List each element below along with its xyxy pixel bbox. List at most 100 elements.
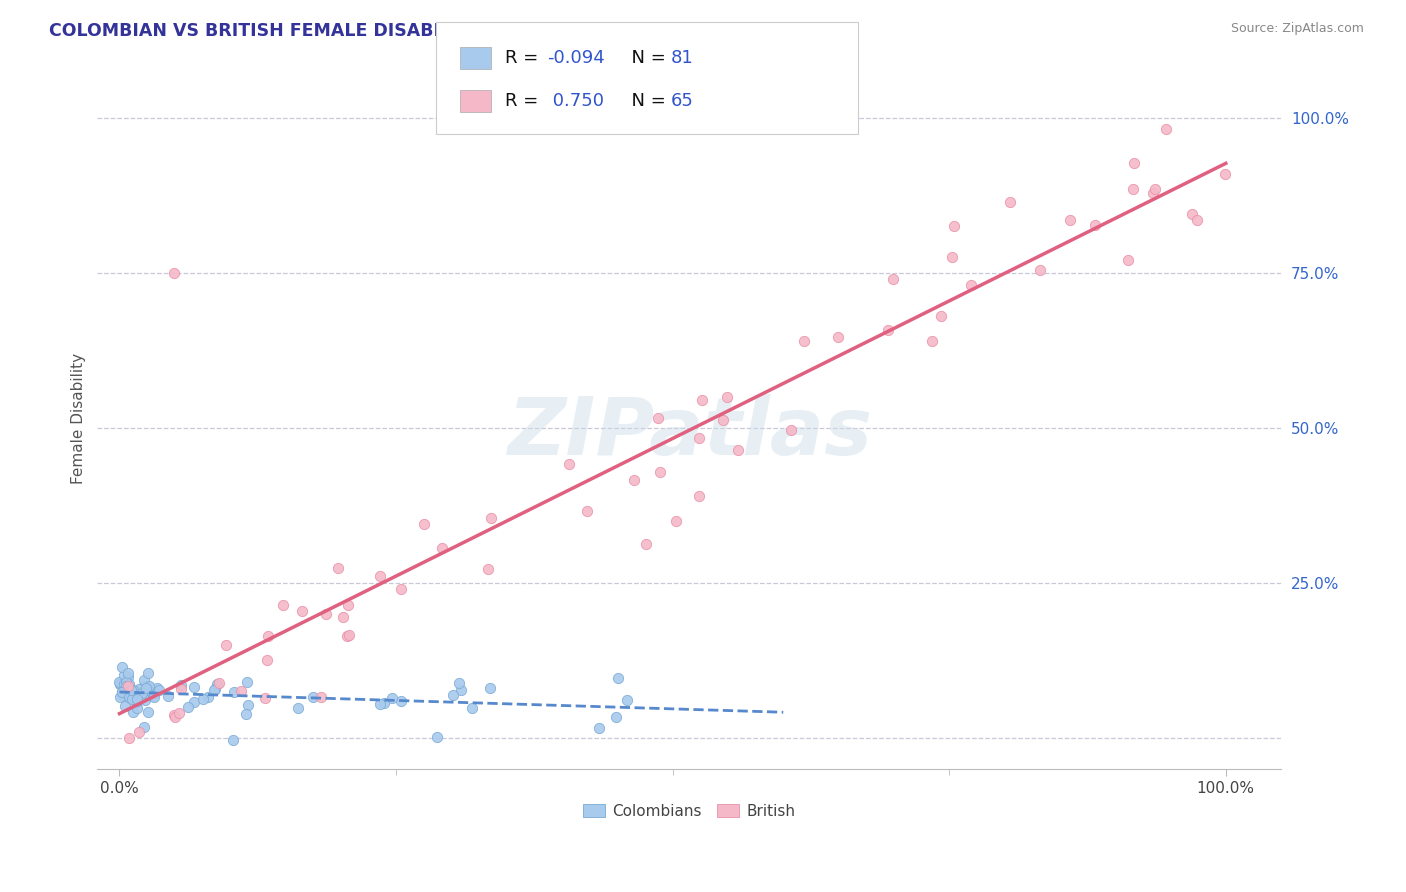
Point <box>301 690 323 704</box>
Point <box>634 537 657 551</box>
Legend: Colombians, British: Colombians, British <box>578 797 801 825</box>
Point <box>128 725 150 739</box>
Point <box>690 392 713 407</box>
Point <box>146 681 169 695</box>
Point <box>877 323 900 337</box>
Point <box>780 423 803 437</box>
Text: N =: N = <box>620 92 672 110</box>
Point <box>142 690 165 705</box>
Point <box>165 710 187 724</box>
Point <box>389 582 412 596</box>
Point <box>118 677 141 691</box>
Point <box>112 667 135 681</box>
Point <box>183 695 205 709</box>
Point <box>381 690 404 705</box>
Point <box>1123 156 1146 170</box>
Point <box>1122 182 1144 196</box>
Point <box>389 694 412 708</box>
Point <box>941 250 963 264</box>
Point <box>688 489 710 503</box>
Point <box>177 700 200 714</box>
Point <box>208 676 231 690</box>
Y-axis label: Female Disability: Female Disability <box>72 353 86 484</box>
Point <box>117 670 139 684</box>
Text: R =: R = <box>505 92 544 110</box>
Point <box>112 677 135 691</box>
Point <box>882 271 904 285</box>
Point <box>111 659 134 673</box>
Point <box>1154 122 1177 136</box>
Point <box>117 665 139 680</box>
Point <box>1215 167 1237 181</box>
Point <box>205 677 228 691</box>
Point <box>711 413 734 427</box>
Point <box>138 681 160 695</box>
Point <box>336 629 359 643</box>
Point <box>120 688 142 702</box>
Point <box>1116 253 1139 268</box>
Point <box>315 607 337 621</box>
Point <box>111 684 134 698</box>
Point <box>202 682 225 697</box>
Point <box>605 710 627 724</box>
Point <box>931 310 953 324</box>
Point <box>461 701 484 715</box>
Point <box>998 194 1021 209</box>
Point <box>122 682 145 697</box>
Point <box>616 692 638 706</box>
Point <box>118 691 141 706</box>
Point <box>157 690 180 704</box>
Point <box>191 691 214 706</box>
Point <box>135 681 157 695</box>
Point <box>115 681 138 695</box>
Text: -0.094: -0.094 <box>547 49 605 67</box>
Point <box>163 708 186 723</box>
Point <box>450 683 472 698</box>
Point <box>373 696 395 710</box>
Point <box>370 568 392 582</box>
Point <box>170 682 193 697</box>
Point <box>588 721 610 735</box>
Point <box>575 504 598 518</box>
Point <box>332 610 354 624</box>
Point <box>121 705 143 719</box>
Point <box>115 680 138 694</box>
Point <box>326 561 349 575</box>
Point <box>1084 219 1107 233</box>
Point <box>479 681 502 695</box>
Point <box>118 687 141 701</box>
Point <box>135 686 157 700</box>
Point <box>477 562 499 576</box>
Point <box>716 390 738 404</box>
Point <box>1187 213 1209 227</box>
Text: ZIPatlas: ZIPatlas <box>506 394 872 472</box>
Point <box>337 627 360 641</box>
Point <box>121 691 143 706</box>
Point <box>727 442 749 457</box>
Point <box>115 687 138 701</box>
Text: 81: 81 <box>671 49 693 67</box>
Point <box>204 681 226 696</box>
Point <box>108 674 131 689</box>
Point <box>128 681 150 696</box>
Point <box>163 266 186 280</box>
Point <box>287 700 309 714</box>
Text: Source: ZipAtlas.com: Source: ZipAtlas.com <box>1230 22 1364 36</box>
Point <box>134 692 156 706</box>
Point <box>114 698 136 713</box>
Point <box>413 517 436 532</box>
Point <box>125 695 148 709</box>
Point <box>183 680 205 694</box>
Point <box>222 685 245 699</box>
Point <box>222 732 245 747</box>
Point <box>921 334 943 348</box>
Point <box>197 690 219 705</box>
Point <box>118 731 141 746</box>
Text: 65: 65 <box>671 92 693 110</box>
Point <box>606 671 628 685</box>
Point <box>117 679 139 693</box>
Point <box>215 638 238 652</box>
Point <box>132 719 155 733</box>
Point <box>235 706 257 721</box>
Point <box>1142 186 1164 201</box>
